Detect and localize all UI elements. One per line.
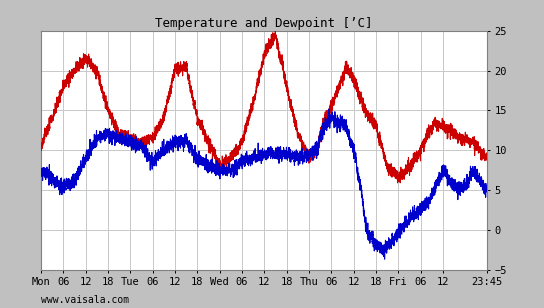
Text: www.vaisala.com: www.vaisala.com [41,295,129,305]
Title: Temperature and Dewpoint [’C]: Temperature and Dewpoint [’C] [155,17,373,30]
